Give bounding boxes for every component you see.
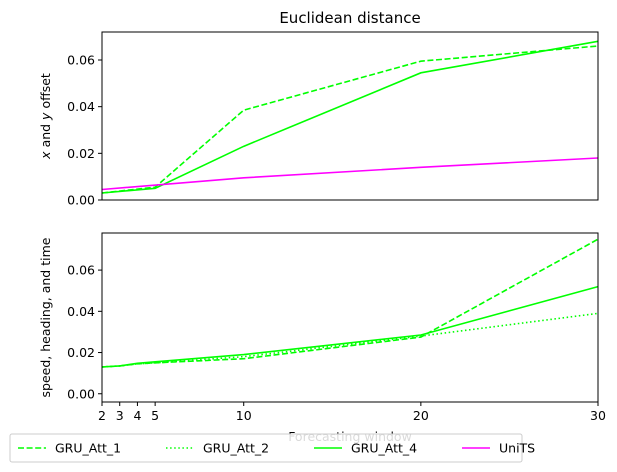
y-tick-label: 0.02	[67, 146, 95, 161]
x-tick-label: 30	[590, 408, 606, 423]
legend: GRU_Att_1 GRU_Att_2 GRU_Att_4 UniTS	[9, 433, 535, 463]
legend-entry-gru-att-2: GRU_Att_2	[166, 441, 269, 456]
legend-label: GRU_Att_2	[203, 441, 269, 456]
y-axis-label-part: x	[38, 151, 53, 160]
x-tick-label: 2	[98, 408, 106, 423]
x-tick-label: 20	[413, 408, 429, 423]
top-y-axis-label: x and y offset	[38, 73, 53, 160]
bottom-y-axis-label: speed, heading, and time	[38, 237, 53, 397]
x-tick-label: 5	[151, 408, 159, 423]
y-tick-label: 0.00	[67, 193, 95, 208]
y-tick-label: 0.06	[67, 53, 95, 68]
legend-entry-gru-att-1: GRU_Att_1	[18, 441, 121, 456]
top-y-ticks: 0.00 0.02 0.04 0.06	[67, 53, 102, 208]
y-tick-label: 0.00	[67, 386, 95, 401]
bottom-plot-frame	[101, 232, 599, 403]
x-tick-label: 3	[116, 408, 124, 423]
bottom-y-ticks: 0.00 0.02 0.04 0.06	[67, 263, 102, 401]
legend-entry-units: UniTS	[462, 441, 535, 456]
bottom-x-ticks: 2 3 4 5 10 20 30	[98, 402, 606, 423]
y-tick-label: 0.06	[67, 263, 95, 278]
legend-entry-gru-att-4: GRU_Att_4	[314, 441, 417, 456]
y-tick-label: 0.04	[67, 99, 95, 114]
top-chart-title: Euclidean distance	[279, 9, 420, 27]
series-line-gru-att-4	[101, 285, 599, 368]
y-axis-label-part: and	[38, 120, 53, 151]
series-line-gru-att-4	[101, 40, 599, 194]
legend-label: GRU_Att_1	[55, 441, 121, 456]
legend-label: GRU_Att_4	[351, 441, 417, 456]
y-axis-label-part: offset	[38, 73, 53, 112]
x-tick-label: 4	[133, 408, 141, 423]
series-line-units	[101, 157, 599, 191]
top-plot-frame	[101, 31, 599, 201]
top-series-lines	[101, 40, 599, 194]
y-axis-label-part: y	[38, 112, 53, 121]
legend-box	[9, 433, 523, 463]
bottom-series-lines	[101, 238, 599, 368]
x-tick-label: 10	[236, 408, 252, 423]
y-tick-label: 0.02	[67, 345, 95, 360]
top-subplot: Euclidean distance 0.00 0.02 0.04 0.06 x an…	[38, 9, 599, 208]
y-tick-label: 0.04	[67, 304, 95, 319]
legend-label: UniTS	[499, 441, 535, 456]
